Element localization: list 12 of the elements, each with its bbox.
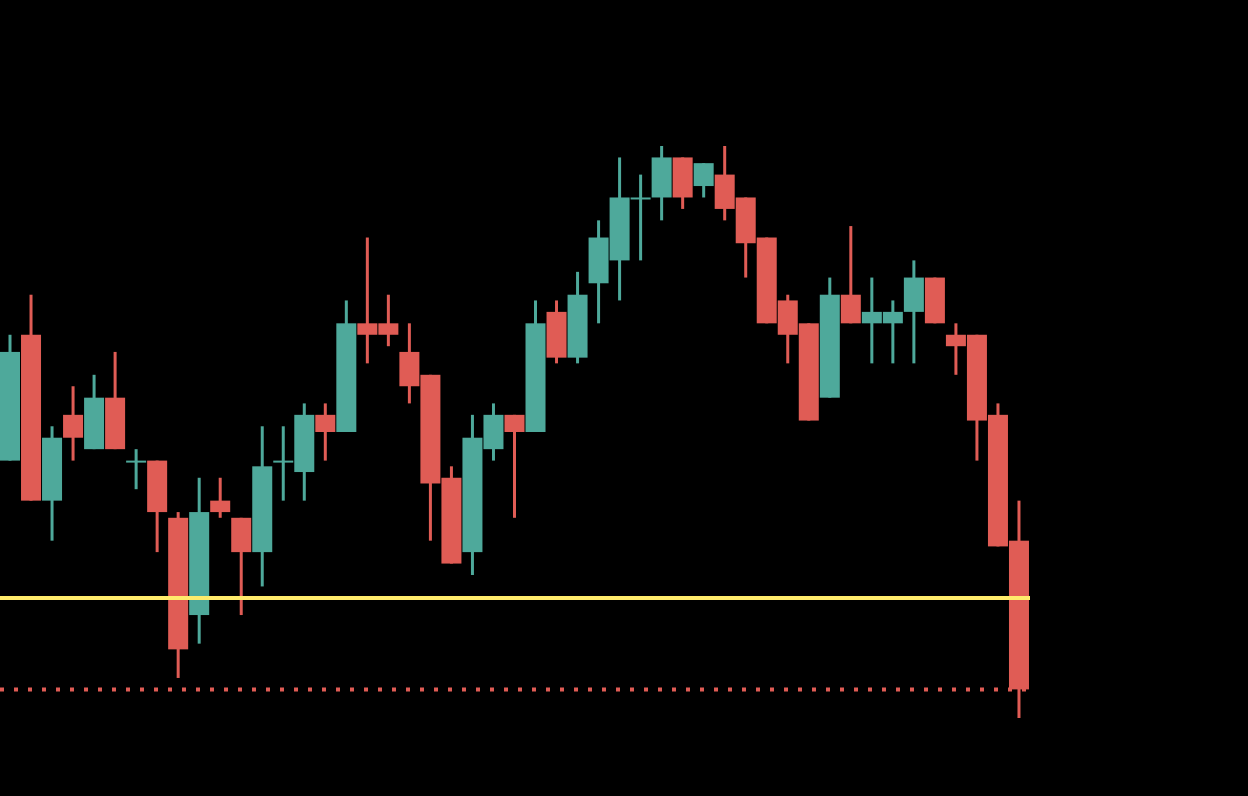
candlestick <box>315 401 336 463</box>
candlestick <box>840 224 861 325</box>
candlestick <box>651 146 672 222</box>
candlestick <box>672 155 693 211</box>
candlestick <box>546 298 567 365</box>
candlestick <box>693 161 714 199</box>
candlestick <box>126 447 147 491</box>
candlestick <box>210 476 231 520</box>
candlestick <box>504 413 525 520</box>
candlestick <box>903 258 924 365</box>
candlestick <box>63 384 84 463</box>
candlestick <box>231 516 252 617</box>
